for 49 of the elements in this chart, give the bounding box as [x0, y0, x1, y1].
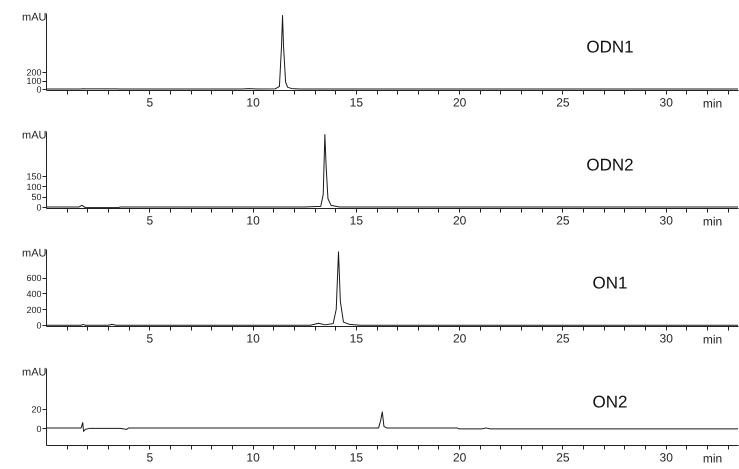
- y-tick-label: 150: [26, 172, 42, 182]
- x-tick-label: 15: [350, 332, 364, 346]
- x-tick-label: 15: [350, 450, 364, 464]
- y-tick-label: 50: [31, 192, 42, 202]
- x-axis-title: min: [702, 452, 722, 466]
- x-tick-label: 30: [660, 214, 674, 228]
- y-tick-label: 0: [36, 320, 42, 331]
- x-tick-label: 25: [556, 450, 570, 464]
- y-tick-label: 400: [26, 288, 42, 299]
- x-axis-title: min: [702, 214, 722, 228]
- x-tick-label: 20: [452, 332, 467, 346]
- y-tick-label: 0: [36, 202, 42, 212]
- series-label: ON2: [592, 392, 628, 412]
- y-axis-title: mAU: [22, 12, 47, 24]
- x-tick-label: 15: [350, 214, 364, 228]
- x-tick-label: 5: [146, 450, 154, 464]
- y-tick-label: 200: [26, 304, 42, 315]
- y-axis-title: mAU: [22, 248, 47, 260]
- x-tick-label: 25: [556, 214, 570, 228]
- x-axis-title: min: [702, 96, 722, 110]
- y-tick-label: 100: [26, 182, 42, 192]
- y-tick-label: 600: [26, 273, 42, 284]
- y-tick-label: 200: [26, 68, 42, 78]
- x-tick-label: 5: [146, 332, 154, 346]
- x-tick-label: 30: [660, 96, 674, 110]
- x-tick-label: 5: [146, 96, 154, 110]
- x-tick-label: 20: [452, 96, 467, 110]
- x-axis-title: min: [702, 332, 722, 346]
- x-tick-label: 20: [452, 214, 467, 228]
- x-tick-label: 20: [452, 450, 467, 464]
- x-tick-label: 10: [246, 450, 260, 464]
- series-label: ODN2: [586, 156, 634, 175]
- y-tick-label: 20: [31, 404, 42, 414]
- x-tick-label: 5: [146, 214, 154, 228]
- x-tick-label: 30: [660, 332, 674, 346]
- series-label: ON1: [592, 274, 628, 293]
- x-tick-label: 10: [246, 96, 260, 110]
- y-axis-title: mAU: [22, 130, 47, 142]
- x-tick-label: 25: [556, 96, 570, 110]
- series-label: ODN1: [586, 38, 634, 57]
- x-tick-label: 25: [556, 332, 570, 346]
- x-tick-label: 10: [246, 214, 260, 228]
- y-tick-label: 0: [36, 84, 42, 94]
- y-tick-label: 100: [26, 76, 42, 86]
- x-tick-label: 30: [660, 450, 674, 464]
- x-tick-label: 10: [246, 332, 260, 346]
- y-axis-title: mAU: [22, 366, 47, 378]
- x-tick-label: 15: [350, 96, 364, 110]
- y-tick-label: 0: [36, 424, 42, 434]
